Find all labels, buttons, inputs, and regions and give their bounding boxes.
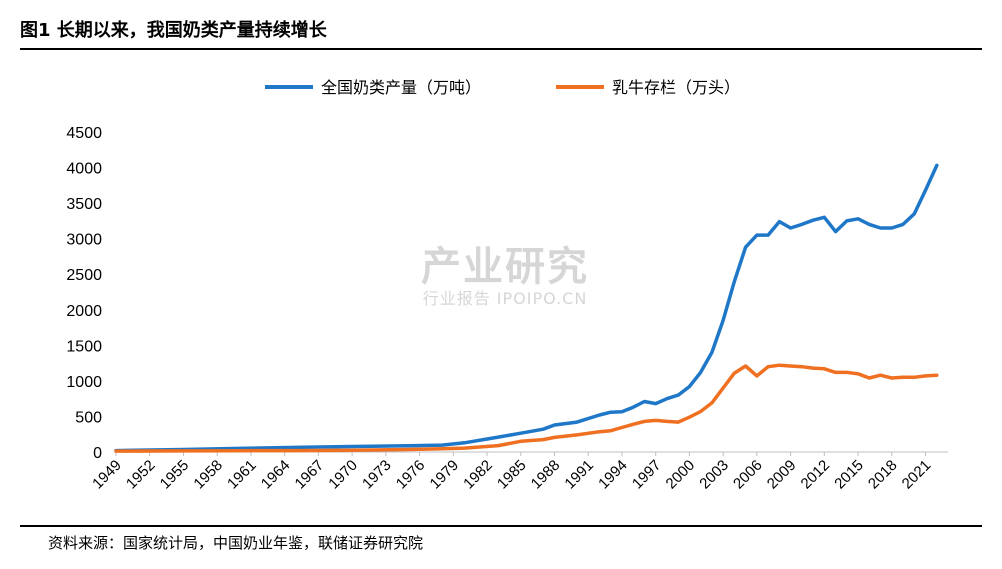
y-tick-label: 0 bbox=[93, 445, 102, 462]
x-tick-label: 2021 bbox=[899, 457, 935, 493]
x-tick-label: 1961 bbox=[224, 457, 260, 493]
x-tick-label: 1979 bbox=[427, 457, 463, 493]
x-tick-label: 1991 bbox=[561, 457, 597, 493]
x-tick-label: 1973 bbox=[359, 457, 395, 493]
x-tick-label: 1964 bbox=[258, 457, 294, 493]
x-tick-label: 1997 bbox=[629, 457, 665, 493]
source-note: 资料来源：国家统计局，中国奶业年鉴，联储证券研究院 bbox=[48, 534, 424, 552]
x-tick-label: 1970 bbox=[325, 457, 361, 493]
line-chart: 全国奶类产量（万吨） 乳牛存栏（万头） 0 500 1000 1500 2000 2500 3… bbox=[66, 78, 948, 493]
x-tick-label: 1955 bbox=[157, 457, 193, 493]
x-tick-label: 1994 bbox=[595, 457, 631, 493]
x-tick-label: 1985 bbox=[494, 457, 530, 493]
x-axis: 1949195219551958196119641967197019731976… bbox=[89, 451, 948, 493]
y-tick-label: 4500 bbox=[66, 125, 102, 142]
y-tick-label: 3500 bbox=[66, 196, 102, 213]
figure-title: 图1 长期以来，我国奶类产量持续增长 bbox=[20, 20, 327, 41]
x-tick-label: 1952 bbox=[123, 457, 159, 493]
x-tick-label: 1976 bbox=[393, 457, 429, 493]
x-tick-label: 1967 bbox=[292, 457, 328, 493]
bottom-rule bbox=[20, 525, 982, 527]
y-tick-label: 2500 bbox=[66, 267, 102, 284]
x-tick-label: 2000 bbox=[663, 457, 699, 493]
y-axis: 0 500 1000 1500 2000 2500 3000 3500 4000 4500 bbox=[66, 125, 102, 462]
x-tick-label: 1958 bbox=[190, 457, 226, 493]
y-tick-label: 3000 bbox=[66, 232, 102, 249]
x-tick-label: 2012 bbox=[798, 457, 834, 493]
x-tick-label: 2006 bbox=[730, 457, 766, 493]
top-rule bbox=[20, 48, 982, 50]
x-tick-label: 1988 bbox=[528, 457, 564, 493]
x-tick-label: 2009 bbox=[764, 457, 800, 493]
y-tick-label: 1500 bbox=[66, 338, 102, 355]
legend-label-2: 乳牛存栏（万头） bbox=[612, 78, 740, 97]
series-line-1 bbox=[114, 163, 939, 453]
x-tick-label: 2015 bbox=[831, 457, 867, 493]
y-tick-label: 4000 bbox=[66, 161, 102, 178]
legend: 全国奶类产量（万吨） 乳牛存栏（万头） bbox=[265, 78, 740, 97]
y-tick-label: 1000 bbox=[66, 374, 102, 391]
x-tick-label: 2003 bbox=[696, 457, 732, 493]
plot-area bbox=[114, 163, 939, 453]
x-tick-label: 1982 bbox=[460, 457, 496, 493]
y-tick-label: 2000 bbox=[66, 303, 102, 320]
x-tick-label: 2018 bbox=[865, 457, 901, 493]
y-tick-label: 500 bbox=[75, 409, 102, 426]
series-line-2 bbox=[114, 363, 939, 453]
x-tick-label: 1949 bbox=[89, 457, 125, 493]
legend-label-1: 全国奶类产量（万吨） bbox=[321, 78, 481, 97]
